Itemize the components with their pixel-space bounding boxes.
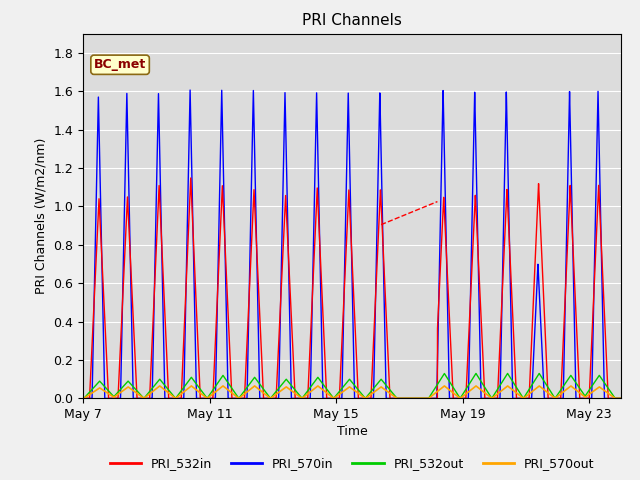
PRI_570in (600, 376, 608, 382)
PRI_532in (349, 285, 357, 290)
PRI_570out (505, 384, 513, 390)
PRI_570out (407, 396, 415, 401)
Line: PRI_532in: PRI_532in (83, 178, 621, 398)
PRI_570out (567, 383, 575, 389)
Y-axis label: PRI Channels (W/m2/nm): PRI Channels (W/m2/nm) (35, 138, 48, 294)
PRI_570in (349, 336, 357, 342)
Line: PRI_570in: PRI_570in (83, 90, 621, 398)
PRI_532out (535, 371, 543, 376)
Text: BC_met: BC_met (94, 58, 146, 71)
Line: PRI_570out: PRI_570out (83, 386, 621, 398)
PRI_570out (600, 387, 608, 393)
PRI_532out (349, 381, 357, 387)
PRI_570in (505, 199, 513, 204)
PRI_570in (407, 396, 415, 401)
PRI_532out (79, 396, 87, 401)
PRI_532out (190, 378, 198, 384)
PRI_532in (187, 175, 195, 181)
X-axis label: Time: Time (337, 425, 367, 438)
PRI_532in (600, 301, 608, 307)
PRI_532in (143, 396, 150, 401)
PRI_570in (143, 396, 150, 401)
PRI_532in (190, 254, 198, 260)
Line: PRI_532out: PRI_532out (83, 373, 621, 398)
PRI_532out (407, 396, 415, 401)
Title: PRI Channels: PRI Channels (302, 13, 402, 28)
PRI_570in (190, 284, 198, 290)
PRI_570out (143, 394, 150, 399)
PRI_570out (79, 396, 87, 401)
PRI_532out (143, 393, 150, 398)
PRI_570in (186, 87, 194, 93)
Legend: PRI_532in, PRI_570in, PRI_532out, PRI_570out: PRI_532in, PRI_570in, PRI_532out, PRI_57… (104, 452, 600, 475)
PRI_570in (617, 396, 625, 401)
PRI_532in (79, 396, 87, 401)
PRI_570out (349, 387, 357, 393)
PRI_532out (617, 396, 625, 401)
PRI_570out (190, 385, 198, 391)
PRI_570out (617, 396, 625, 401)
PRI_532in (617, 396, 625, 401)
PRI_570in (79, 396, 87, 401)
PRI_532out (600, 379, 608, 385)
PRI_532in (407, 396, 415, 401)
PRI_532out (505, 372, 513, 378)
PRI_532in (505, 223, 513, 228)
